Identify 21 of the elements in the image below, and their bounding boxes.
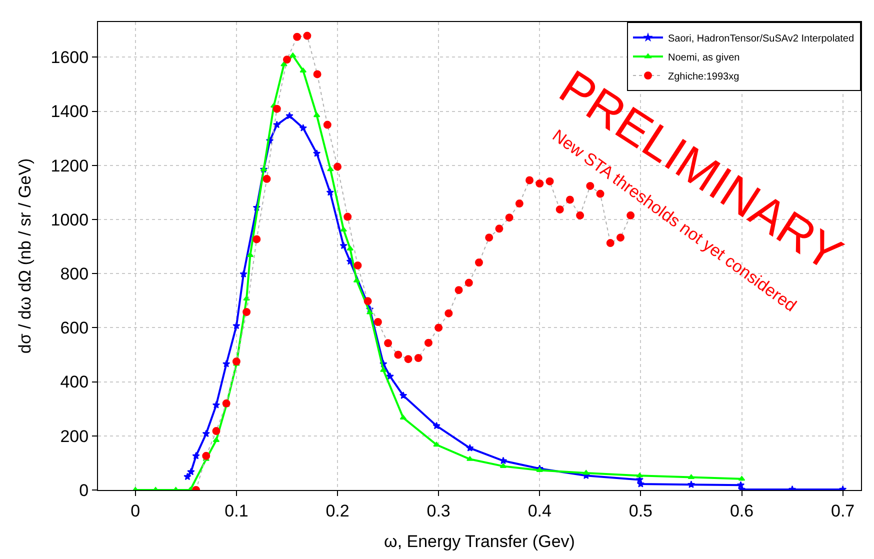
x-tick-label: 0.7 bbox=[830, 501, 855, 520]
legend-label: Saori, HadronTensor/SuSAv2 Interpolated bbox=[668, 33, 854, 44]
legend-label: Noemi, as given bbox=[668, 52, 740, 64]
y-tick-label: 1400 bbox=[50, 102, 89, 122]
x-axis-title: ω, Energy Transfer (Gev) bbox=[384, 532, 575, 551]
x-tick-label: 0.5 bbox=[628, 501, 653, 520]
y-tick-label: 400 bbox=[60, 372, 89, 392]
x-tick-label: 0.1 bbox=[224, 501, 248, 520]
x-tick-label: 0.4 bbox=[528, 501, 552, 520]
x-tick-label: 0.2 bbox=[326, 501, 350, 520]
x-tick-label: 0.6 bbox=[730, 501, 754, 520]
y-tick-label: 0 bbox=[79, 480, 89, 500]
y-axis-title: dσ / dω dΩ (nb / sr / GeV) bbox=[15, 158, 34, 354]
y-tick-label: 1200 bbox=[50, 156, 89, 176]
y-tick-label: 1000 bbox=[50, 210, 89, 230]
x-tick-label: 0.3 bbox=[426, 501, 450, 520]
y-tick-label: 1600 bbox=[50, 48, 89, 68]
x-tick-label: 0 bbox=[130, 501, 140, 520]
y-tick-label: 800 bbox=[60, 264, 89, 284]
y-tick-label: 200 bbox=[60, 426, 89, 446]
y-tick-label: 600 bbox=[60, 318, 89, 338]
